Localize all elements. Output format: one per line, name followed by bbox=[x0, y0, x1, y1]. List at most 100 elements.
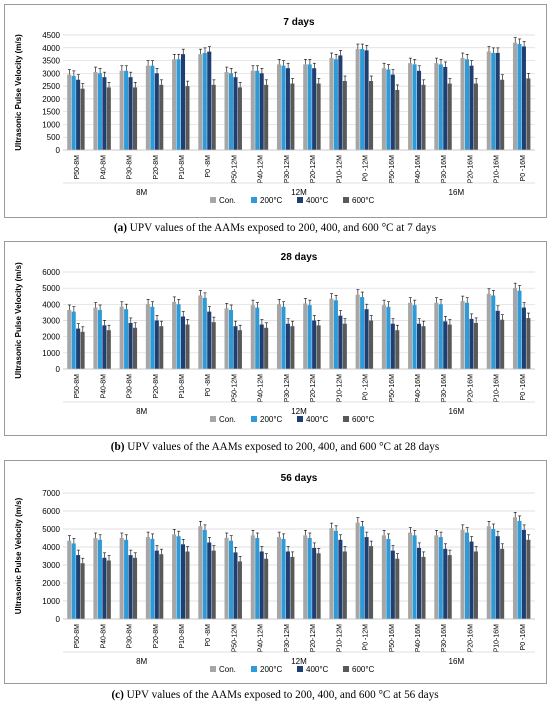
y-tick-label: 4500 bbox=[42, 31, 60, 40]
bar bbox=[386, 538, 391, 619]
bar bbox=[198, 295, 203, 369]
bar bbox=[285, 323, 290, 369]
bar bbox=[172, 534, 177, 619]
x-tick-label: P20-12M bbox=[310, 155, 317, 184]
bar bbox=[303, 303, 308, 369]
y-tick-label: 3000 bbox=[42, 69, 60, 78]
bar bbox=[395, 330, 400, 369]
bar bbox=[464, 59, 470, 150]
chart-panel-56-days: 56 days Ultrasonic Pulse Velocity (m/s) 0 1… bbox=[4, 460, 547, 684]
bar bbox=[119, 70, 124, 150]
bar bbox=[198, 54, 203, 150]
bar bbox=[76, 328, 81, 369]
legend-swatch bbox=[251, 666, 257, 672]
bar bbox=[255, 538, 260, 619]
bar bbox=[172, 301, 177, 369]
bar bbox=[93, 72, 98, 150]
x-tick-label: P30-12M bbox=[284, 155, 291, 184]
bar bbox=[469, 318, 474, 369]
bar bbox=[67, 309, 72, 369]
bar bbox=[434, 302, 439, 369]
bar bbox=[106, 330, 111, 369]
bar bbox=[517, 43, 522, 150]
bar bbox=[303, 535, 308, 619]
bar bbox=[381, 305, 386, 369]
legend-entry: 600°C bbox=[352, 415, 375, 424]
bar bbox=[76, 555, 81, 619]
legend-entry: Con. bbox=[219, 415, 236, 424]
bar bbox=[473, 322, 478, 369]
bar bbox=[500, 79, 505, 150]
bar bbox=[154, 320, 159, 369]
x-tick-label: P0 -16M bbox=[520, 624, 527, 651]
bar bbox=[176, 304, 181, 369]
y-tick-label: 5000 bbox=[42, 525, 60, 534]
x-tick-label: P10-8M bbox=[179, 374, 186, 399]
x-tick-label: P30-16M bbox=[441, 155, 448, 184]
y-tick-label: 1000 bbox=[42, 597, 60, 606]
bar bbox=[228, 73, 234, 150]
bar bbox=[447, 555, 452, 619]
bar bbox=[237, 330, 242, 369]
caption-b-label: (b) bbox=[110, 441, 125, 453]
x-tick-label: P0 -8M bbox=[205, 624, 212, 647]
x-tick-label: P50-12M bbox=[231, 374, 238, 403]
bar bbox=[512, 517, 518, 619]
x-tick-label: P40-16M bbox=[415, 374, 422, 403]
bar bbox=[491, 295, 496, 369]
legend-swatch bbox=[343, 416, 349, 422]
bar bbox=[159, 326, 164, 369]
bar bbox=[333, 530, 338, 619]
x-tick-label: P0 -12M bbox=[363, 374, 370, 401]
y-tick-label: 3500 bbox=[42, 57, 60, 66]
bar bbox=[290, 556, 295, 619]
legend-swatch bbox=[251, 416, 257, 422]
x-tick-label: P0 -8M bbox=[205, 374, 212, 397]
bar bbox=[355, 294, 360, 369]
bar bbox=[486, 51, 491, 150]
bar bbox=[211, 322, 216, 369]
bar bbox=[342, 323, 347, 369]
bar bbox=[285, 68, 290, 150]
y-tick-label: 2000 bbox=[42, 333, 60, 342]
chart-title: 56 days bbox=[281, 473, 318, 484]
bar bbox=[133, 87, 138, 150]
bar bbox=[207, 311, 212, 369]
caption-a: (a) UPV values of the AAMs exposed to 20… bbox=[0, 222, 550, 234]
x-tick-label: P50-8M bbox=[74, 624, 81, 649]
bar bbox=[93, 307, 98, 369]
bar bbox=[145, 304, 150, 369]
bar bbox=[228, 540, 234, 619]
bar bbox=[438, 64, 443, 150]
legend-entry: 200°C bbox=[260, 196, 283, 205]
bar bbox=[464, 532, 470, 619]
y-axis-label: Ultrasonic Pulse Velocity (m/s) bbox=[14, 34, 23, 151]
bar bbox=[369, 81, 374, 150]
legend-entry: 200°C bbox=[260, 415, 283, 424]
bar bbox=[521, 307, 526, 369]
legend-entry: 600°C bbox=[352, 196, 375, 205]
bar bbox=[438, 537, 443, 619]
caption-c-label: (c) bbox=[111, 689, 124, 701]
bar bbox=[224, 72, 229, 150]
bar bbox=[495, 536, 500, 619]
bar bbox=[438, 304, 443, 369]
bar bbox=[259, 324, 264, 369]
bar bbox=[521, 46, 526, 150]
x-tick-label: P50-12M bbox=[231, 624, 238, 653]
x-tick-label: P0 -16M bbox=[520, 155, 527, 182]
bar bbox=[207, 51, 212, 150]
x-tick-label: P10-12M bbox=[336, 624, 343, 653]
x-tick-label: P20-16M bbox=[467, 155, 474, 184]
bar bbox=[119, 538, 124, 619]
bar bbox=[469, 65, 474, 150]
bar bbox=[145, 65, 150, 150]
x-tick-label: P40-12M bbox=[258, 374, 265, 403]
bar bbox=[237, 561, 242, 619]
bar bbox=[307, 538, 312, 619]
x-tick-label: P30-12M bbox=[284, 624, 291, 653]
bar bbox=[333, 59, 338, 150]
bar bbox=[128, 77, 133, 150]
bar bbox=[264, 558, 269, 619]
bar bbox=[495, 52, 500, 151]
